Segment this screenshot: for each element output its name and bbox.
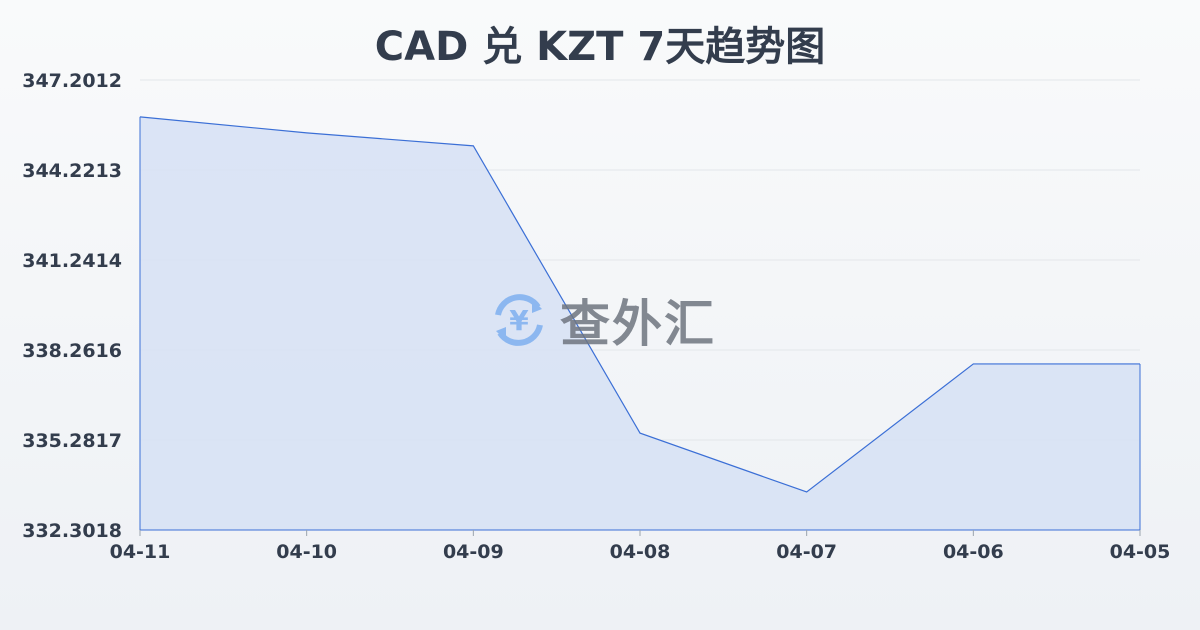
chart-title: CAD 兑 KZT 7天趋势图 xyxy=(374,24,826,70)
x-tick-label: 04-11 xyxy=(110,541,171,563)
x-tick-label: 04-09 xyxy=(443,541,504,563)
watermark: ¥ 查外汇 xyxy=(488,284,716,356)
x-tick-label: 04-08 xyxy=(610,541,671,563)
x-tick-label: 04-06 xyxy=(943,541,1004,563)
x-tick-label: 04-10 xyxy=(276,541,337,563)
x-tick-label: 04-05 xyxy=(1110,541,1171,563)
watermark-text: 查外汇 xyxy=(560,295,716,353)
y-tick-label: 344.2213 xyxy=(22,160,122,182)
y-tick-label: 338.2616 xyxy=(22,340,122,362)
y-tick-label: 335.2817 xyxy=(22,430,122,452)
area-fill xyxy=(140,116,1140,530)
yen-exchange-icon: ¥ xyxy=(495,294,543,346)
svg-text:¥: ¥ xyxy=(509,304,529,337)
y-tick-label: 341.2414 xyxy=(22,250,122,272)
y-tick-label: 347.2012 xyxy=(22,70,122,92)
x-tick-label: 04-07 xyxy=(776,541,837,563)
y-tick-label: 332.3018 xyxy=(22,520,122,542)
